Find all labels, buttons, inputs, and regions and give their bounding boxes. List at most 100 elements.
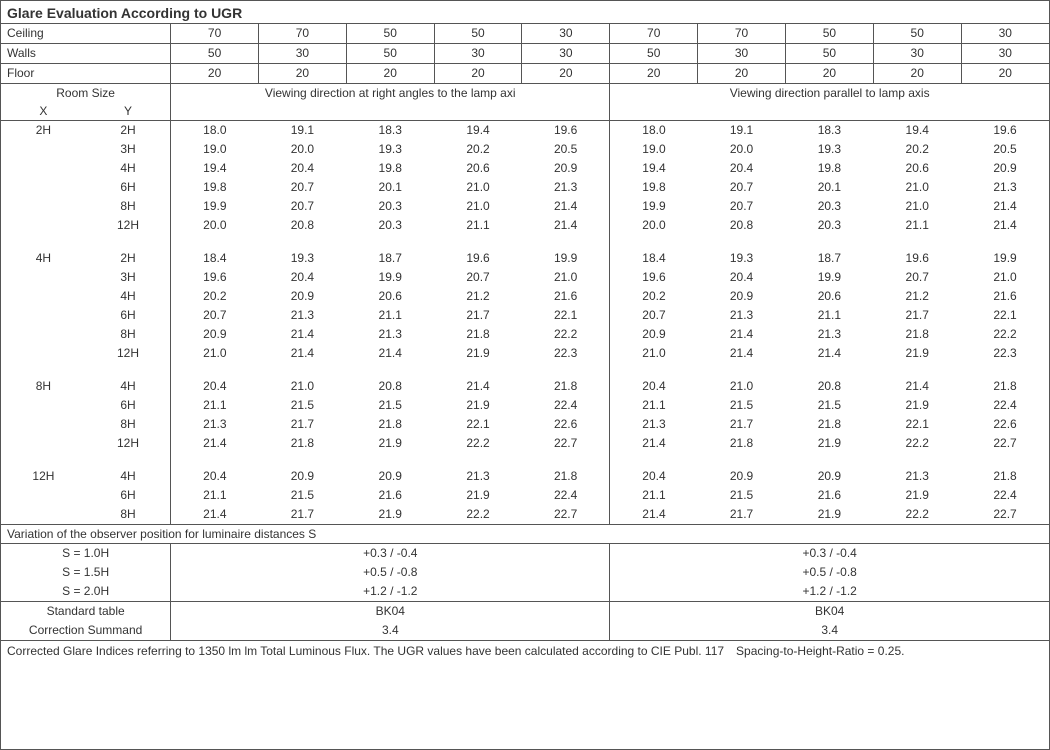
ugr-value: 20.6: [785, 287, 873, 306]
ugr-value: 21.9: [873, 396, 961, 415]
header-value: 20: [698, 64, 786, 84]
header-value: 20: [522, 64, 610, 84]
ugr-value: 20.0: [258, 140, 346, 159]
room-y: 4H: [86, 377, 171, 396]
ugr-value: 21.8: [785, 415, 873, 434]
ugr-value: 22.1: [522, 306, 610, 325]
room-x: [1, 415, 86, 434]
ugr-value: 19.9: [522, 249, 610, 268]
data-row: 8H21.421.721.922.222.721.421.721.922.222…: [1, 505, 1049, 524]
data-row: 8H4H20.421.020.821.421.820.421.020.821.4…: [1, 377, 1049, 396]
header-value: 20: [434, 64, 522, 84]
ugr-value: 21.4: [434, 377, 522, 396]
variation-row: S = 2.0H+1.2 / -1.2+1.2 / -1.2: [1, 582, 1049, 602]
ugr-value: 21.0: [873, 197, 961, 216]
ugr-value: 20.2: [610, 287, 698, 306]
header-value: 20: [258, 64, 346, 84]
ugr-value: 19.3: [258, 249, 346, 268]
ugr-value: 20.9: [785, 467, 873, 486]
ugr-value: 19.4: [171, 159, 259, 178]
ugr-value: 21.0: [258, 377, 346, 396]
ugr-value: 20.6: [346, 287, 434, 306]
room-y: 8H: [86, 415, 171, 434]
header-value: 50: [346, 24, 434, 44]
data-row: 4H20.220.920.621.221.620.220.920.621.221…: [1, 287, 1049, 306]
ugr-value: 20.4: [171, 467, 259, 486]
ugr-value: 19.6: [610, 268, 698, 287]
ugr-value: 19.9: [610, 197, 698, 216]
room-x: [1, 140, 86, 159]
ugr-value: 22.7: [522, 434, 610, 453]
room-y: 8H: [86, 505, 171, 524]
ugr-value: 21.7: [698, 505, 786, 524]
ugr-value: 20.9: [346, 467, 434, 486]
room-x: [1, 434, 86, 453]
ugr-value: 21.5: [785, 396, 873, 415]
ugr-value: 22.2: [873, 434, 961, 453]
data-row: 3H19.620.419.920.721.019.620.419.920.721…: [1, 268, 1049, 287]
ugr-value: 21.4: [961, 216, 1049, 235]
ugr-value: 21.4: [610, 505, 698, 524]
ugr-value: 19.8: [610, 178, 698, 197]
ugr-value: 20.7: [258, 197, 346, 216]
room-y: 3H: [86, 268, 171, 287]
variation-label: S = 1.0H: [1, 544, 171, 563]
header-value: 20: [873, 64, 961, 84]
ugr-value: 21.4: [171, 434, 259, 453]
room-y: 4H: [86, 287, 171, 306]
variation-table: S = 1.0H+0.3 / -0.4+0.3 / -0.4S = 1.5H+0…: [1, 544, 1049, 640]
room-y: 6H: [86, 306, 171, 325]
variation-label: S = 1.5H: [1, 563, 171, 582]
variation-right: +0.5 / -0.8: [610, 563, 1049, 582]
ugr-value: 20.0: [698, 140, 786, 159]
ugr-value: 21.3: [961, 178, 1049, 197]
ugr-value: 21.9: [785, 505, 873, 524]
variation-left: +1.2 / -1.2: [171, 582, 610, 602]
standard-right: 3.4: [610, 621, 1049, 640]
header-value: 20: [171, 64, 259, 84]
header-value: 70: [698, 24, 786, 44]
room-y: 3H: [86, 140, 171, 159]
ugr-value: 21.5: [258, 396, 346, 415]
ugr-value: 19.8: [346, 159, 434, 178]
ugr-value: 22.4: [522, 486, 610, 505]
data-row: 8H19.920.720.321.021.419.920.720.321.021…: [1, 197, 1049, 216]
ugr-value: 21.8: [346, 415, 434, 434]
ugr-value: 20.9: [698, 287, 786, 306]
room-x: [1, 325, 86, 344]
ugr-value: 21.8: [873, 325, 961, 344]
ugr-value: 21.2: [434, 287, 522, 306]
header-value: 20: [346, 64, 434, 84]
ugr-value: 19.9: [346, 268, 434, 287]
ugr-value: 21.9: [346, 505, 434, 524]
ugr-value: 22.3: [961, 344, 1049, 363]
ugr-value: 21.4: [698, 344, 786, 363]
ugr-value: 20.4: [610, 377, 698, 396]
ugr-value: 21.4: [346, 344, 434, 363]
ugr-value: 22.7: [961, 434, 1049, 453]
ugr-value: 19.6: [961, 121, 1049, 141]
ugr-value: 21.1: [346, 306, 434, 325]
ugr-value: 22.2: [961, 325, 1049, 344]
ugr-value: 21.3: [346, 325, 434, 344]
ugr-value: 20.9: [961, 159, 1049, 178]
ugr-value: 22.2: [434, 434, 522, 453]
header-value: 30: [522, 44, 610, 64]
table-title: Glare Evaluation According to UGR: [1, 1, 1049, 24]
ugr-value: 21.6: [785, 486, 873, 505]
ugr-value: 18.4: [171, 249, 259, 268]
ugr-value: 20.9: [258, 287, 346, 306]
ugr-value: 21.9: [434, 344, 522, 363]
ugr-value: 19.0: [610, 140, 698, 159]
ugr-value: 20.8: [698, 216, 786, 235]
ugr-value: 21.9: [785, 434, 873, 453]
ugr-value: 19.6: [434, 249, 522, 268]
ugr-value: 20.7: [171, 306, 259, 325]
ugr-value: 21.5: [698, 486, 786, 505]
room-y: 2H: [86, 249, 171, 268]
room-y: 4H: [86, 159, 171, 178]
ugr-value: 21.1: [434, 216, 522, 235]
ugr-value: 21.4: [610, 434, 698, 453]
header-value: 20: [961, 64, 1049, 84]
ugr-value: 21.4: [522, 197, 610, 216]
